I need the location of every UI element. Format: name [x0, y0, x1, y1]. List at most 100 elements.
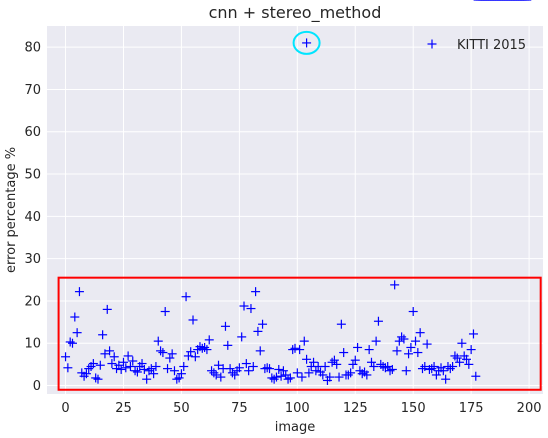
data-point [179, 362, 189, 372]
data-point [265, 364, 275, 374]
data-point [70, 312, 80, 322]
data-point [61, 352, 71, 362]
data-point [169, 366, 179, 376]
data-point [276, 371, 286, 381]
data-point [91, 373, 101, 383]
data-point [151, 362, 161, 372]
data-point [373, 316, 383, 326]
data-point [413, 348, 423, 358]
data-point [220, 321, 230, 331]
highlight-box [57, 276, 542, 391]
data-point [304, 368, 314, 378]
data-point [350, 355, 360, 365]
data-point [292, 368, 302, 378]
data-point [290, 343, 300, 353]
data-point [190, 352, 200, 362]
data-point [269, 374, 279, 384]
data-point [137, 359, 147, 369]
y-tick-label: 70 [24, 83, 41, 98]
data-point [420, 362, 430, 372]
data-point [285, 373, 295, 383]
data-point [163, 364, 173, 374]
data-point [167, 349, 177, 359]
data-point [142, 374, 152, 384]
data-point [258, 319, 268, 329]
data-point [251, 287, 261, 297]
x-tick-labels: 0 25 50 75 100 125 150 175 200 [61, 401, 541, 416]
data-point [278, 366, 288, 376]
data-point [383, 362, 393, 372]
data-point [392, 346, 402, 356]
data-point [401, 366, 411, 376]
data-point [74, 287, 84, 297]
data-point [371, 336, 381, 346]
y-tick-label: 80 [24, 41, 41, 56]
data-point [457, 338, 467, 348]
data-point [471, 371, 481, 381]
data-point [450, 351, 460, 361]
data-point [452, 353, 462, 363]
data-point [174, 373, 184, 383]
data-point [404, 349, 414, 359]
data-point [325, 372, 335, 382]
y-tick-label: 50 [24, 168, 41, 183]
data-point [156, 346, 166, 356]
data-point [234, 363, 244, 373]
chart-title: cnn + stereo_method [209, 3, 382, 23]
data-point [165, 353, 175, 363]
data-point [84, 364, 94, 374]
highlights [57, 30, 542, 391]
data-point [172, 374, 182, 384]
data-point [353, 342, 363, 352]
data-point [399, 334, 409, 344]
data-point [417, 364, 427, 374]
data-point [130, 366, 140, 376]
data-point [195, 342, 205, 352]
data-point [329, 355, 339, 365]
data-point [441, 374, 451, 384]
data-point [67, 338, 77, 348]
x-tick-label: 50 [173, 401, 190, 416]
data-point [248, 362, 258, 372]
data-point [424, 364, 434, 374]
data-point [227, 368, 237, 378]
data-point [100, 349, 110, 359]
data-point [109, 352, 119, 362]
plot-area [47, 26, 543, 394]
data-point [295, 345, 305, 355]
data-point [281, 370, 291, 380]
x-axis-label: image [275, 420, 316, 435]
data-point [438, 366, 448, 376]
data-point [274, 364, 284, 374]
y-tick-label: 30 [24, 252, 41, 267]
data-point [309, 357, 319, 367]
data-point [65, 337, 75, 347]
data-point [334, 372, 344, 382]
data-point [144, 366, 154, 376]
data-point [369, 362, 379, 372]
x-tick-label: 75 [231, 401, 248, 416]
data-point [186, 347, 196, 357]
data-point [160, 307, 170, 317]
data-point [448, 362, 458, 372]
data-point [336, 319, 346, 329]
data-point [385, 366, 395, 376]
data-point [139, 364, 149, 374]
x-tick-label: 200 [517, 401, 542, 416]
data-point [214, 360, 224, 370]
data-point [188, 315, 198, 325]
data-point [320, 362, 330, 372]
data-point [216, 372, 226, 382]
data-point [225, 364, 235, 374]
x-tick-label: 125 [343, 401, 368, 416]
data-point [346, 368, 356, 378]
data-point [462, 354, 472, 364]
data-point [357, 369, 367, 379]
data-point [387, 364, 397, 374]
data-point [105, 346, 115, 356]
data-point [366, 357, 376, 367]
data-point [427, 364, 437, 374]
data-point [93, 374, 103, 384]
data-point [211, 370, 221, 380]
